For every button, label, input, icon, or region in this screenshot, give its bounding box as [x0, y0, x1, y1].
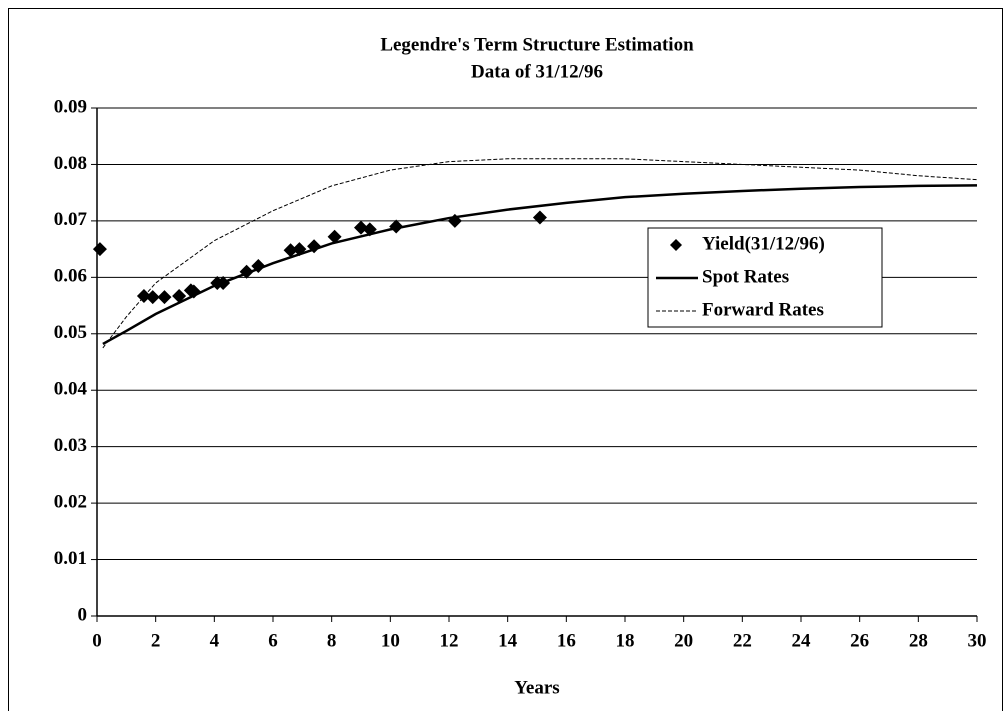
yield-point — [251, 259, 266, 274]
yield-point — [283, 243, 298, 258]
chart-subtitle: Data of 31/12/96 — [471, 61, 603, 82]
y-tick-label: 0 — [78, 604, 88, 625]
yield-point — [145, 290, 160, 305]
y-tick-label: 0.04 — [54, 379, 88, 400]
x-tick-label: 22 — [733, 630, 752, 651]
x-axis-label: Years — [514, 677, 559, 698]
y-tick-label: 0.02 — [54, 491, 87, 512]
legend-marker — [670, 239, 682, 251]
x-tick-label: 12 — [440, 630, 459, 651]
y-tick-label: 0.08 — [54, 153, 87, 174]
chart-title: Legendre's Term Structure Estimation — [380, 34, 694, 55]
y-tick-label: 0.01 — [54, 548, 87, 569]
x-tick-label: 24 — [792, 630, 812, 651]
y-tick-label: 0.05 — [54, 322, 87, 343]
x-tick-label: 18 — [616, 630, 635, 651]
y-tick-label: 0.09 — [54, 96, 87, 117]
x-tick-label: 0 — [92, 630, 102, 651]
y-tick-label: 0.06 — [54, 266, 87, 287]
x-tick-label: 4 — [210, 630, 220, 651]
x-tick-label: 26 — [850, 630, 869, 651]
y-tick-label: 0.03 — [54, 435, 87, 456]
rate-line — [102, 158, 978, 349]
legend-label: Yield(31/12/96) — [702, 233, 825, 254]
x-tick-label: 2 — [151, 630, 161, 651]
x-tick-label: 20 — [674, 630, 693, 651]
yield-point — [532, 210, 547, 225]
yield-point — [327, 229, 342, 244]
x-tick-label: 16 — [557, 630, 576, 651]
yield-point — [92, 242, 107, 257]
x-tick-label: 8 — [327, 630, 337, 651]
yield-point — [354, 220, 368, 235]
x-tick-label: 14 — [498, 630, 518, 651]
x-tick-label: 6 — [268, 630, 278, 651]
rate-line — [102, 184, 978, 346]
x-tick-label: 30 — [968, 630, 987, 651]
x-tick-label: 10 — [381, 630, 400, 651]
legend-label: Spot Rates — [702, 266, 789, 287]
legend-label: Forward Rates — [702, 299, 824, 320]
yield-point — [157, 290, 172, 305]
x-tick-label: 28 — [909, 630, 928, 651]
chart-border — [8, 8, 1003, 711]
yield-point — [172, 288, 187, 303]
y-tick-label: 0.07 — [54, 209, 88, 230]
